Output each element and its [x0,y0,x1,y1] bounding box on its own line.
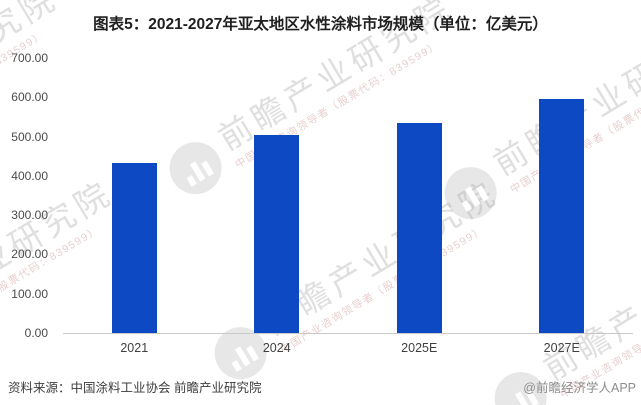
credit-note: @前瞻经济学人APP [523,381,636,395]
x-tick-label: 2024 [262,341,291,355]
bar-2021 [111,162,157,333]
chart-title: 图表5：2021-2027年亚太地区水性涂料市场规模（单位：亿美元） [93,16,548,33]
bar-slot [491,58,634,333]
y-tick-label: 100.00 [11,286,48,301]
footer: 资料来源：中国涂料工业协会 前瞻产业研究院 @前瞻经济学人APP [8,377,636,396]
bar-2024 [254,134,300,333]
bar-2027E [539,99,585,333]
y-axis: 700.00 600.00 500.00 400.00 300.00 200.00 100.… [0,51,48,340]
y-tick-label: 200.00 [11,247,48,262]
y-tick-label: 600.00 [11,90,48,105]
x-tick-label: 2021 [120,341,149,355]
bar-2025E [396,122,442,333]
y-tick-label: 400.00 [11,168,48,183]
bar-slot [206,58,349,333]
y-tick-label: 0.00 [24,326,48,340]
y-tick-label: 300.00 [11,208,48,223]
bar-slot [348,58,491,333]
y-tick-label: 500.00 [11,129,48,144]
x-tick-label: 2027E [543,341,580,355]
y-tick-label: 700.00 [11,51,48,65]
source-note: 资料来源：中国涂料工业协会 前瞻产业研究院 [8,381,262,395]
x-tick-label: 2025E [401,341,438,355]
plot-area [63,58,633,334]
bar-slot [63,58,206,333]
x-axis: 2021 2024 2025E 2027E [63,341,633,355]
